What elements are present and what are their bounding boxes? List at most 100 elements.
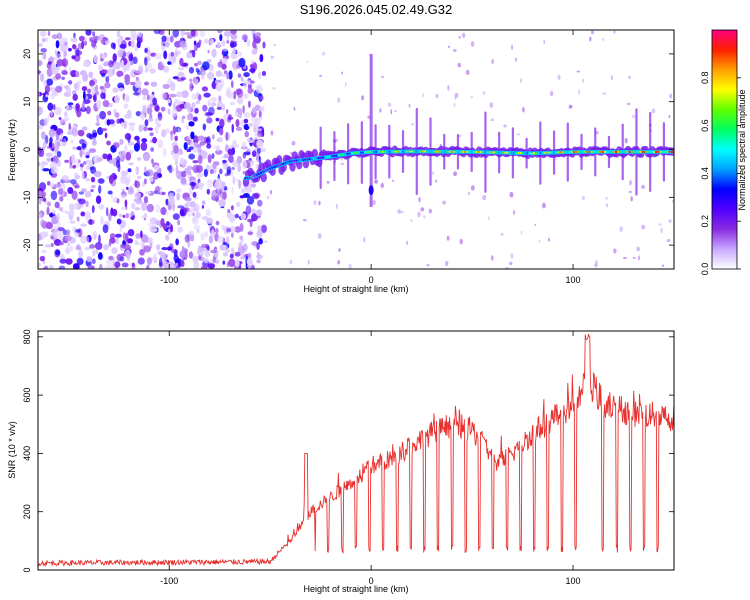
noise-blob [176, 193, 181, 201]
noise-blob [202, 104, 208, 112]
noise-blob [234, 226, 242, 233]
faint-blob [576, 70, 581, 73]
faint-blob [628, 190, 633, 193]
spectrogram-y-ticks: -20 -10 0 10 20 [22, 49, 674, 252]
noise-blob [126, 109, 132, 119]
noise-blob [215, 145, 221, 152]
noise-blob [106, 140, 111, 146]
noise-blob [98, 65, 104, 71]
noise-blob [47, 201, 52, 207]
noise-blob [95, 195, 102, 204]
noise-blob [103, 62, 109, 67]
noise-blob [239, 195, 246, 199]
noise-blob [50, 242, 54, 247]
noise-blob [98, 203, 105, 210]
noise-blob [251, 208, 256, 215]
noise-blob [241, 141, 247, 149]
noise-blob [114, 261, 121, 268]
noise-blob [197, 155, 203, 165]
noise-blob [108, 255, 114, 261]
faint-blob [641, 184, 646, 189]
noise-blob [104, 132, 108, 139]
ridge-outer [311, 148, 319, 159]
colorbar-tick-label: 0.2 [700, 215, 710, 228]
noise-blob [186, 125, 189, 130]
noise-blob [65, 258, 73, 265]
noise-blob [218, 95, 222, 102]
noise-blob [91, 205, 95, 214]
noise-blob [123, 103, 129, 109]
faint-blob [578, 89, 581, 95]
noise-blob [163, 50, 168, 60]
faint-blob [340, 162, 345, 165]
noise-blob [193, 225, 201, 231]
noise-blob [150, 81, 158, 87]
noise-blob [195, 100, 201, 105]
faint-blob [630, 196, 633, 202]
noise-blob [67, 47, 72, 52]
colorbar-tick-label: 0.6 [700, 119, 710, 132]
noise-blob [206, 217, 214, 225]
noise-blob [96, 114, 100, 124]
noise-blob [100, 58, 104, 62]
noise-blob [247, 122, 254, 128]
noise-blob [76, 109, 82, 118]
noise-blob [134, 207, 141, 211]
noise-blob [228, 258, 236, 268]
noise-blob [251, 213, 258, 222]
noise-blob [42, 168, 50, 172]
noise-blob [38, 233, 42, 241]
noise-blob [128, 122, 136, 126]
noise-blob [60, 37, 68, 44]
noise-blob [214, 80, 218, 84]
noise-blob [230, 42, 237, 48]
noise-blob [134, 79, 142, 88]
noise-blob [71, 190, 78, 200]
faint-blob [505, 266, 509, 269]
noise-blob [170, 81, 176, 91]
faint-blob [534, 223, 537, 227]
faint-blob [624, 137, 628, 144]
x-tick-label: -100 [160, 576, 178, 586]
noise-blob [230, 231, 234, 239]
noise-blob [47, 102, 54, 111]
noise-blob [210, 38, 214, 45]
noise-blob [83, 40, 88, 46]
noise-blob [75, 232, 79, 238]
noise-blob [67, 186, 74, 195]
noise-blob [88, 148, 97, 153]
noise-blob [194, 63, 198, 67]
noise-blob [222, 252, 229, 257]
faint-blob [636, 246, 641, 252]
noise-blob [138, 124, 143, 132]
chart-title: S196.2026.045.02.49.G32 [300, 2, 453, 17]
noise-blob [59, 206, 64, 212]
noise-blob [206, 143, 212, 149]
noise-blob [143, 196, 149, 204]
noise-blob [141, 88, 149, 96]
noise-blob [226, 72, 230, 80]
noise-blob [101, 73, 106, 78]
noise-blob [50, 190, 58, 201]
noise-blob [246, 195, 255, 205]
noise-blob [134, 192, 142, 199]
noise-blob [51, 34, 59, 40]
noise-blob [104, 220, 110, 225]
noise-blob [38, 142, 41, 147]
noise-blob [252, 33, 256, 42]
noise-blob [166, 221, 170, 226]
faint-blob [470, 41, 475, 47]
noise-blob [85, 178, 90, 182]
noise-blob [159, 190, 163, 196]
noise-blob [206, 188, 211, 195]
noise-blob [90, 176, 96, 183]
noise-blob [193, 40, 197, 46]
noise-blob [213, 169, 217, 174]
noise-blob [132, 33, 139, 38]
faint-blob [522, 107, 525, 113]
noise-blob [217, 30, 223, 34]
noise-blob [225, 249, 230, 253]
faint-blob [458, 36, 461, 39]
noise-blob [192, 160, 199, 164]
noise-blob [38, 182, 47, 192]
